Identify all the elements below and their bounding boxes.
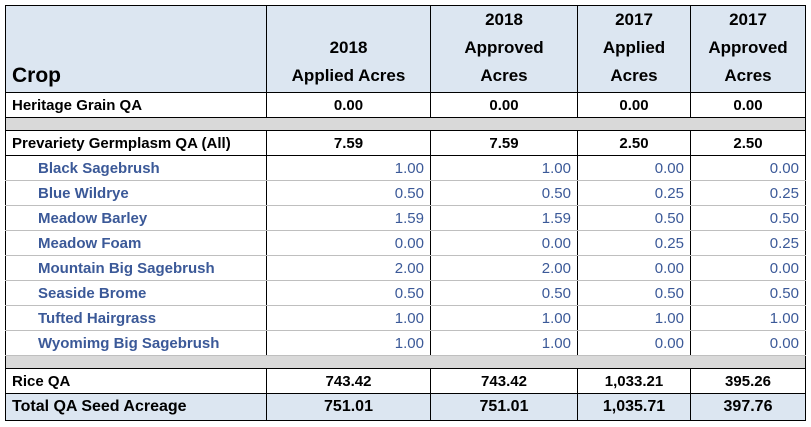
row-label: Seaside Brome bbox=[5, 280, 267, 306]
header-line: Acres bbox=[610, 66, 658, 85]
row-label: Tufted Hairgrass bbox=[5, 305, 267, 331]
cell-value: 7.59 bbox=[430, 130, 578, 156]
cell-value: 1.00 bbox=[690, 305, 806, 331]
group-row: Heritage Grain QA 0.00 0.00 0.00 0.00 bbox=[5, 92, 806, 118]
cell-value: 1.00 bbox=[266, 330, 431, 356]
cell-value: 0.50 bbox=[690, 205, 806, 231]
cell-value: 751.01 bbox=[430, 393, 578, 421]
cell-value: 0.25 bbox=[690, 180, 806, 206]
item-row: Mountain Big Sagebrush 2.00 2.00 0.00 0.00 bbox=[5, 255, 806, 281]
cell-value: 7.59 bbox=[266, 130, 431, 156]
row-label: Rice QA bbox=[5, 368, 267, 394]
item-row: Meadow Foam 0.00 0.00 0.25 0.25 bbox=[5, 230, 806, 256]
row-label: Total QA Seed Acreage bbox=[5, 393, 267, 421]
header-line: Applied Acres bbox=[291, 66, 406, 85]
column-header: 2018 Applied Acres bbox=[266, 5, 431, 93]
item-row: Blue Wildrye 0.50 0.50 0.25 0.25 bbox=[5, 180, 806, 206]
cell-value: 0.00 bbox=[690, 255, 806, 281]
cell-value: 0.00 bbox=[430, 230, 578, 256]
cell-value: 0.50 bbox=[266, 180, 431, 206]
item-row: Tufted Hairgrass 1.00 1.00 1.00 1.00 bbox=[5, 305, 806, 331]
header-line: 2018 bbox=[485, 10, 523, 29]
total-row: Total QA Seed Acreage 751.01 751.01 1,035.7… bbox=[5, 393, 806, 421]
cell-value: 1.00 bbox=[266, 305, 431, 331]
cell-value: 0.50 bbox=[430, 180, 578, 206]
row-label: Meadow Barley bbox=[5, 205, 267, 231]
separator-cell bbox=[5, 355, 806, 369]
cell-value: 0.25 bbox=[690, 230, 806, 256]
cell-value: 0.00 bbox=[577, 92, 691, 118]
cell-value: 395.26 bbox=[690, 368, 806, 394]
cell-value: 751.01 bbox=[266, 393, 431, 421]
item-row: Meadow Barley 1.59 1.59 0.50 0.50 bbox=[5, 205, 806, 231]
row-label: Mountain Big Sagebrush bbox=[5, 255, 267, 281]
cell-value: 1.59 bbox=[266, 205, 431, 231]
group-row: Prevariety Germplasm QA (All) 7.59 7.59 2.5… bbox=[5, 130, 806, 156]
header-line: 2017 bbox=[729, 10, 767, 29]
item-row: Black Sagebrush 1.00 1.00 0.00 0.00 bbox=[5, 155, 806, 181]
cell-value: 1.59 bbox=[430, 205, 578, 231]
cell-value: 0.50 bbox=[690, 280, 806, 306]
cell-value: 0.00 bbox=[690, 155, 806, 181]
cell-value: 743.42 bbox=[266, 368, 431, 394]
cell-value: 1,035.71 bbox=[577, 393, 691, 421]
cell-value: 2.00 bbox=[430, 255, 578, 281]
cell-value: 1.00 bbox=[430, 155, 578, 181]
column-header: 2017 Applied Acres bbox=[577, 5, 691, 93]
corner-header: Crop bbox=[5, 5, 267, 93]
cell-value: 0.00 bbox=[690, 92, 806, 118]
header-line: 2018 bbox=[329, 38, 368, 57]
cell-value: 1.00 bbox=[577, 305, 691, 331]
header-line: Acres bbox=[480, 66, 528, 85]
header-line: Approved bbox=[464, 38, 544, 57]
cell-value: 0.50 bbox=[430, 280, 578, 306]
row-label: Black Sagebrush bbox=[5, 155, 267, 181]
cell-value: 2.50 bbox=[690, 130, 806, 156]
column-header: 2018 Approved Acres bbox=[430, 5, 578, 93]
acreage-table: Crop 2018 Applied Acres 2018 Approved Acres 20… bbox=[5, 5, 806, 421]
separator-row bbox=[5, 355, 806, 369]
cell-value: 0.00 bbox=[577, 330, 691, 356]
cell-value: 0.00 bbox=[430, 92, 578, 118]
cell-value: 0.00 bbox=[266, 92, 431, 118]
header-line: Approved bbox=[708, 38, 788, 57]
cell-value: 0.00 bbox=[577, 155, 691, 181]
cell-value: 2.00 bbox=[266, 255, 431, 281]
cell-value: 1.00 bbox=[430, 305, 578, 331]
cell-value: 0.25 bbox=[577, 230, 691, 256]
table-body: Crop 2018 Applied Acres 2018 Approved Acres 20… bbox=[5, 5, 806, 421]
cell-value: 0.50 bbox=[577, 280, 691, 306]
header-line: 2017 bbox=[615, 10, 653, 29]
item-row: Wyomimg Big Sagebrush 1.00 1.00 0.00 0.00 bbox=[5, 330, 806, 356]
item-row: Seaside Brome 0.50 0.50 0.50 0.50 bbox=[5, 280, 806, 306]
row-label: Meadow Foam bbox=[5, 230, 267, 256]
cell-value: 743.42 bbox=[430, 368, 578, 394]
row-label: Blue Wildrye bbox=[5, 180, 267, 206]
cell-value: 0.00 bbox=[266, 230, 431, 256]
cell-value: 2.50 bbox=[577, 130, 691, 156]
row-label: Wyomimg Big Sagebrush bbox=[5, 330, 267, 356]
separator-cell bbox=[5, 117, 806, 131]
header-row: Crop 2018 Applied Acres 2018 Approved Acres 20… bbox=[5, 5, 806, 93]
cell-value: 0.50 bbox=[577, 205, 691, 231]
cell-value: 397.76 bbox=[690, 393, 806, 421]
cell-value: 1.00 bbox=[266, 155, 431, 181]
cell-value: 1.00 bbox=[430, 330, 578, 356]
cell-value: 0.25 bbox=[577, 180, 691, 206]
cell-value: 0.00 bbox=[577, 255, 691, 281]
cell-value: 0.00 bbox=[690, 330, 806, 356]
separator-row bbox=[5, 117, 806, 131]
group-row: Rice QA 743.42 743.42 1,033.21 395.26 bbox=[5, 368, 806, 394]
header-line: Applied bbox=[602, 38, 666, 57]
row-label: Prevariety Germplasm QA (All) bbox=[5, 130, 267, 156]
row-label: Heritage Grain QA bbox=[5, 92, 267, 118]
cell-value: 0.50 bbox=[266, 280, 431, 306]
column-header: 2017 Approved Acres bbox=[690, 5, 806, 93]
cell-value: 1,033.21 bbox=[577, 368, 691, 394]
header-line: Acres bbox=[724, 66, 772, 85]
